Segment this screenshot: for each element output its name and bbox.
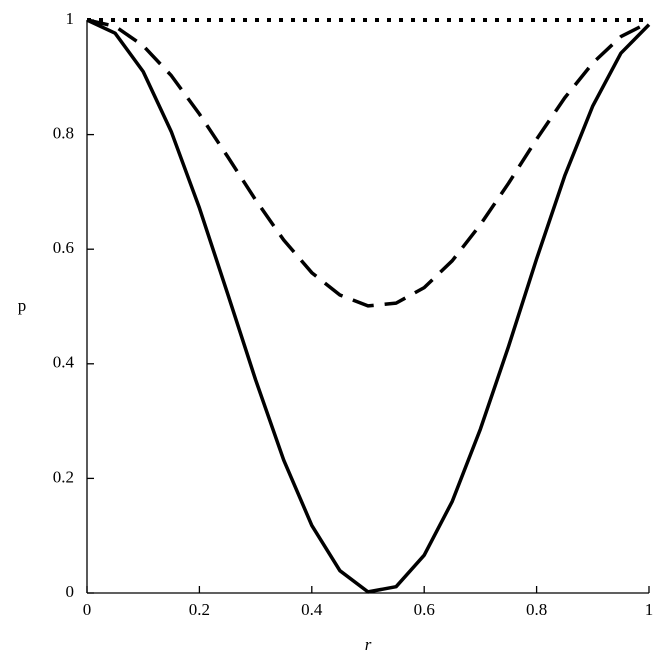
x-tick-label: 0.4	[301, 600, 323, 619]
y-axis-label: p	[18, 296, 27, 315]
y-tick-label: 0.2	[53, 467, 74, 486]
y-tick-label: 0.6	[53, 238, 74, 257]
y-tick-label: 1	[66, 9, 75, 28]
x-axis-label: r	[365, 635, 372, 654]
x-tick-label: 1	[645, 600, 654, 619]
x-tick-label: 0	[83, 600, 92, 619]
x-tick-label: 0.2	[189, 600, 210, 619]
line-series	[86, 18, 650, 308]
line-series	[86, 18, 651, 594]
x-tick-label: 0.6	[414, 600, 435, 619]
y-tick-label: 0.8	[53, 124, 74, 143]
y-tick-label: 0	[66, 582, 75, 601]
x-tick-label: 0.8	[526, 600, 547, 619]
y-tick-label: 0.4	[53, 353, 75, 372]
